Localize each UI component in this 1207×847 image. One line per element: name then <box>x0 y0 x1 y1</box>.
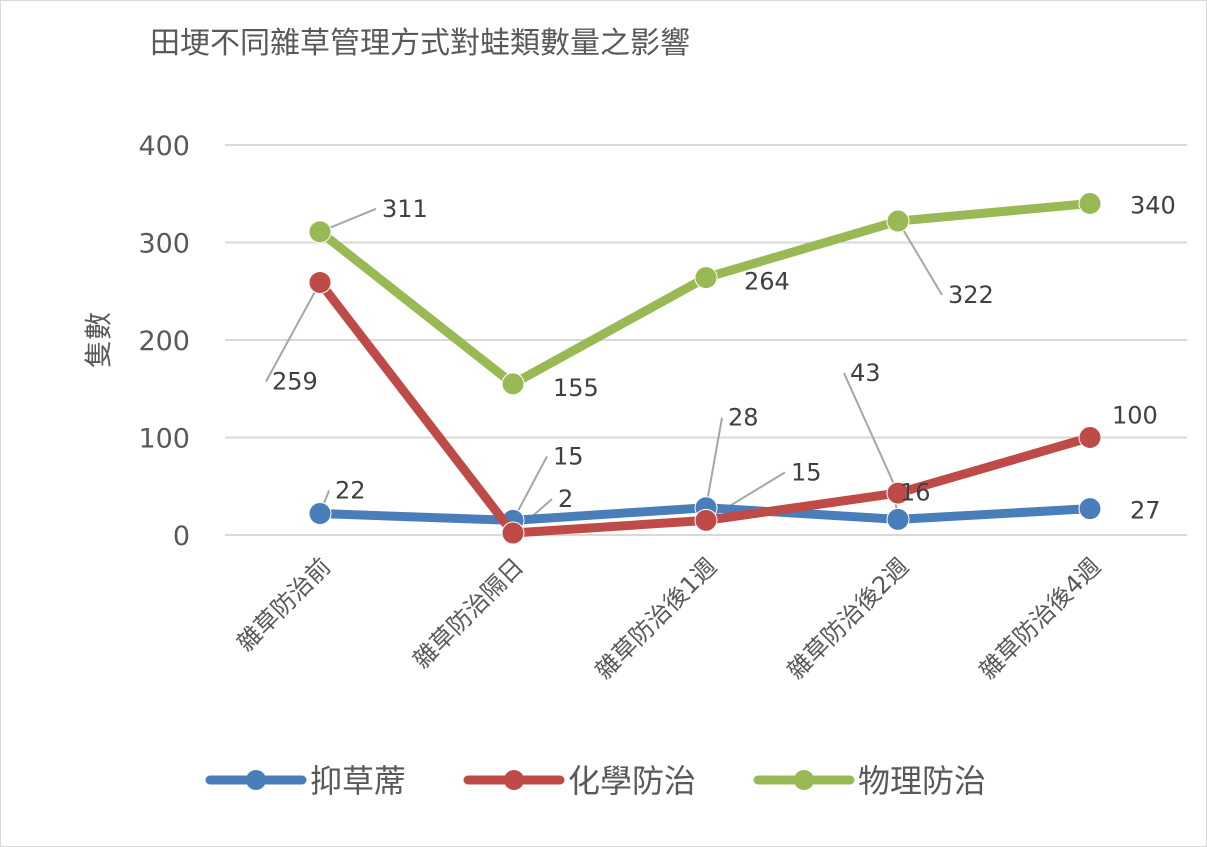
data-point-marker <box>501 521 525 545</box>
series-lines <box>308 192 1102 545</box>
legend-marker <box>246 770 266 790</box>
y-axis-label: 隻數 <box>82 312 115 368</box>
data-point-marker <box>1078 497 1102 521</box>
data-point-marker <box>308 502 332 526</box>
data-label: 100 <box>1112 402 1158 430</box>
data-point-marker <box>308 270 332 294</box>
data-point-marker <box>886 481 910 505</box>
data-label: 27 <box>1130 497 1161 525</box>
data-label: 15 <box>553 442 584 470</box>
leader-line <box>705 417 723 508</box>
legend-label: 抑草蓆 <box>310 762 406 800</box>
data-label: 2 <box>558 485 573 513</box>
x-category-label: 雜草防治隔日 <box>408 552 530 674</box>
legend: 抑草蓆 化學防治 物理防治 <box>205 762 986 800</box>
data-label: 259 <box>272 367 318 395</box>
data-label: 311 <box>382 195 428 223</box>
leader-line <box>265 281 321 382</box>
y-tick-label: 0 <box>173 521 190 552</box>
y-tick-label: 300 <box>138 229 190 260</box>
legend-label: 物理防治 <box>858 762 986 800</box>
x-category-label: 雜草防治前 <box>232 552 337 657</box>
label-leader-lines <box>265 207 943 534</box>
data-point-marker <box>501 372 525 396</box>
x-category-label: 雜草防治後1週 <box>590 552 722 684</box>
x-category-label: 雜草防治後4週 <box>974 552 1106 684</box>
data-point-marker <box>886 209 910 233</box>
y-tick-label: 400 <box>138 131 190 162</box>
data-point-marker <box>886 507 910 531</box>
legend-marker <box>504 770 524 790</box>
data-point-marker <box>694 266 718 290</box>
data-label: 16 <box>900 478 931 506</box>
data-label: 22 <box>335 477 366 505</box>
data-label: 43 <box>850 359 881 387</box>
chart-title: 田埂不同雜草管理方式對蛙類數量之影響 <box>150 26 690 61</box>
data-point-marker <box>694 508 718 532</box>
y-tick-label: 100 <box>138 424 190 455</box>
y-axis-ticks: 0 100 200 300 400 <box>138 131 190 552</box>
data-label: 340 <box>1130 192 1176 220</box>
x-axis-categories: 雜草防治前 雜草防治隔日 雜草防治後1週 雜草防治後2週 雜草防治後4週 <box>232 552 1107 684</box>
x-category-label: 雜草防治後2週 <box>782 552 914 684</box>
data-label: 15 <box>791 458 822 486</box>
y-tick-label: 200 <box>138 326 190 357</box>
data-point-marker <box>308 220 332 244</box>
leader-line <box>843 372 899 494</box>
data-point-marker <box>1078 192 1102 215</box>
data-label: 264 <box>744 268 790 296</box>
legend-marker <box>794 770 814 790</box>
data-label: 155 <box>553 374 599 402</box>
data-label: 322 <box>948 281 994 309</box>
legend-label: 化學防治 <box>568 762 696 800</box>
data-point-marker <box>1078 426 1102 449</box>
data-labels: 22 15 28 16 27 259 2 15 43 100 311 155 264 322 340 <box>272 192 1176 525</box>
data-label: 28 <box>728 404 759 432</box>
leader-line <box>512 455 548 521</box>
leader-line <box>897 220 943 296</box>
grid-lines <box>225 144 1187 536</box>
